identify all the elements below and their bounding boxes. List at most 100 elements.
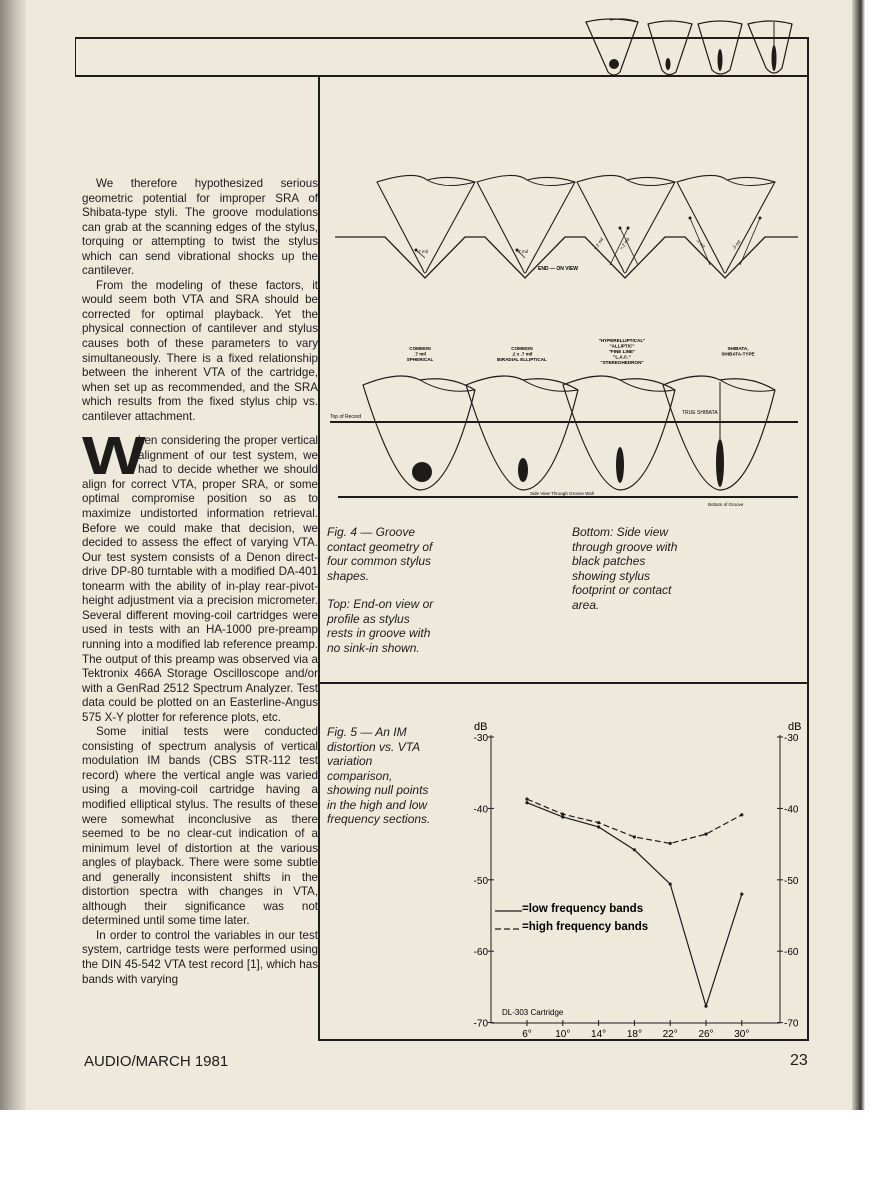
y-tick-label-left: -40 (474, 804, 489, 815)
radius-line (619, 227, 639, 266)
radius-point (758, 216, 762, 220)
radius-line (739, 217, 761, 266)
stylus-lip (419, 379, 476, 392)
y-axis-label-right: dB (788, 721, 801, 733)
y-tick-label-left: -60 (474, 947, 489, 958)
radius-line (415, 249, 426, 259)
y-tick-label-right: -40 (784, 804, 799, 815)
stylus-side-profile (662, 375, 776, 491)
radius-label: .7 mil (517, 249, 528, 254)
paragraph: We therefore hypothesized serious geomet… (82, 177, 318, 278)
stylus-side-profile (465, 375, 579, 491)
stylus-type-label: COMMON (511, 346, 533, 351)
fine-line-stylus-icon (697, 20, 743, 75)
end-on-label: END — ON VIEW (538, 266, 578, 272)
stylus-lip (619, 379, 676, 392)
header-bottom-rule (75, 75, 808, 77)
chart-annotation: DL-303 Cartridge (502, 1008, 564, 1017)
radius-point (414, 248, 418, 252)
fig4-caption: Fig. 4 — Groove contact geometry of four… (327, 525, 433, 583)
side-view-label: Side View Through Groove Wall (530, 491, 594, 496)
fig4-caption-right: Bottom: Side view through groove with bl… (572, 525, 680, 626)
side-view (362, 375, 776, 491)
y-tick-label-left: -30 (474, 733, 489, 744)
fig4-caption-left: Fig. 4 — Groove contact geometry of four… (327, 525, 437, 669)
x-tick-label: 30° (734, 1029, 749, 1040)
y-tick-label-right: -60 (784, 947, 799, 958)
legend-label: =high frequency bands (522, 921, 648, 933)
contact-patch (616, 447, 624, 483)
x-tick-label: 26° (698, 1029, 713, 1040)
x-tick-label: 10° (555, 1029, 570, 1040)
elliptical-stylus-icon (647, 20, 693, 76)
stylus-lip (719, 379, 776, 392)
radius-line (516, 249, 526, 259)
y-tick-label-left: -70 (474, 1019, 489, 1030)
top-of-record-label: Top of Record (330, 414, 361, 420)
paragraph: Some initial tests were conducted consis… (82, 725, 318, 928)
radius-label: .3 mil (731, 239, 742, 250)
fig5-chart: dB dB-30 -30-40 -40-50 -50-60 -60-70 -706° 10° 1… (474, 721, 802, 1040)
article-body: We therefore hypothesized serious geomet… (82, 177, 318, 987)
data-point (740, 892, 744, 896)
stylus-type-label: "STEREOHEDRON" (600, 360, 643, 365)
stylus-type-label: SHIBATA-TYPE (721, 352, 754, 357)
data-point (704, 1004, 708, 1008)
contact-patch (412, 462, 432, 482)
header-stylus-icons (585, 18, 793, 76)
groove-profile (335, 236, 798, 279)
x-tick-label: 14° (591, 1029, 606, 1040)
binding-shadow (0, 0, 26, 1110)
y-tick-label-right: -30 (784, 733, 799, 744)
stylus-type-label: .2 x .7 mil (512, 352, 533, 357)
stylus-side-profile (362, 375, 476, 491)
stylus-cone (376, 174, 476, 274)
frame-right-rule (807, 37, 809, 1041)
page-edge (852, 0, 874, 1110)
stylus-lip (526, 179, 576, 186)
stylus-cone (576, 174, 676, 274)
data-point (668, 841, 672, 845)
stylus-lip (626, 179, 676, 186)
legend-label: =low frequency bands (522, 903, 643, 915)
y-tick-label-left: -50 (474, 876, 489, 887)
stylus-lip (522, 379, 579, 392)
fig4-caption-bottom: Bottom: Side view through groove with bl… (572, 525, 678, 612)
y-axis-label-left: dB (474, 721, 487, 733)
drop-cap: W (82, 426, 146, 487)
stylus-type-label: BIRADIAL ELLIPTICAL (497, 357, 547, 362)
fig4-groove-diagram: .7 mil.7 mil≈.2 mil≈.2 mil.3 mil.3 mil E… (330, 174, 798, 507)
stylus-lip (726, 179, 776, 186)
radius-label: ≈.2 mil (619, 237, 631, 251)
fig4-caption-top: Top: End-on view or profile as stylus re… (327, 597, 434, 655)
stylus-cone (676, 174, 776, 274)
y-tick-label-right: -50 (784, 876, 799, 887)
radius-line (609, 227, 629, 266)
stylus-type-label: .7 mil (414, 352, 426, 357)
data-point (525, 801, 529, 805)
data-point (632, 848, 636, 852)
contact-patch (518, 458, 528, 482)
stylus-cone (476, 174, 576, 274)
radius-line (689, 217, 711, 266)
radius-point (688, 216, 692, 220)
true-shibata-label: TRUE SHIBATA (682, 410, 718, 416)
publication-footer: AUDIO/MARCH 1981 (84, 1053, 229, 1070)
stylus-type-label: SPHERICAL (407, 357, 434, 362)
header-top-rule (75, 37, 808, 39)
y-tick-label-right: -70 (784, 1019, 799, 1030)
stylus-type-label: "HYPERELLIPTICAL" (599, 338, 646, 343)
radius-point (626, 226, 630, 230)
paragraph: In order to control the variables in our… (82, 928, 318, 986)
fig5-caption: Fig. 5 — An IM distortion vs. VTA variat… (327, 725, 439, 841)
x-tick-label: 22° (663, 1029, 678, 1040)
stylus-type-label: "FINE LINE" (609, 349, 636, 354)
data-point (597, 825, 601, 829)
x-tick-label: 6° (522, 1029, 532, 1040)
data-point (740, 813, 744, 817)
footer-rule (318, 1039, 808, 1041)
data-point (704, 832, 708, 836)
radius-point (618, 226, 622, 230)
stylus-type-label: COMMON (409, 346, 431, 351)
